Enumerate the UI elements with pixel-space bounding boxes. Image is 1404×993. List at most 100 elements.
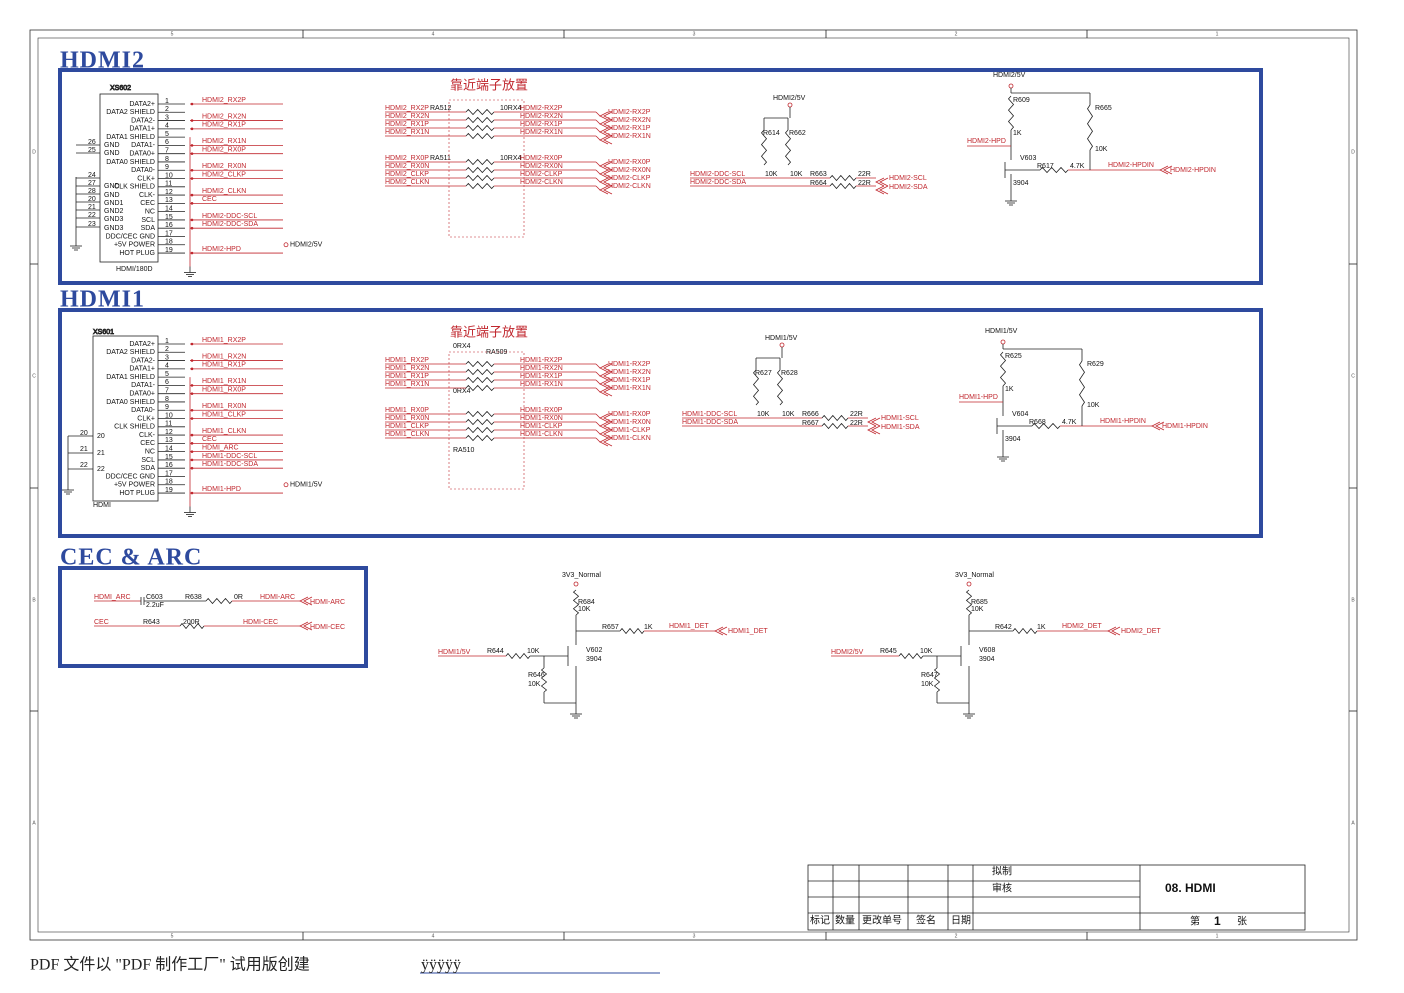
label: HDMI-ARC	[310, 599, 345, 606]
label: 4.7K	[1062, 419, 1077, 426]
port-arrow	[599, 119, 613, 129]
label: HDMI1-RX0P	[608, 411, 651, 418]
label: 16	[165, 462, 173, 469]
label: RA509	[486, 349, 508, 356]
label: HDMI1-DDC-SDA	[682, 419, 738, 426]
label: HDMI1_DET	[728, 628, 768, 635]
label: 张	[1237, 916, 1247, 928]
label: HDMI1_RX1P	[202, 362, 246, 369]
junction	[190, 168, 194, 172]
label: 10K	[782, 411, 795, 418]
label: CLK-	[139, 432, 156, 439]
label: DATA1 SHIELD	[106, 374, 155, 381]
label: HDMI-ARC	[260, 594, 295, 601]
label: 22R	[858, 180, 871, 187]
keepout	[448, 99, 525, 238]
label: R642	[995, 624, 1012, 631]
label: 13	[165, 437, 173, 444]
resistor	[505, 652, 531, 660]
label: DATA1+	[129, 126, 155, 133]
label: D	[1351, 149, 1355, 155]
label: HDMI1-CLKN	[608, 435, 651, 442]
label: 10K	[790, 171, 803, 178]
label: HDMI2-HPDIN	[1108, 162, 1154, 169]
label: 第	[1190, 915, 1200, 928]
port-arrow	[599, 177, 613, 187]
label: 4.7K	[1070, 163, 1085, 170]
footer-link[interactable]: ÿÿÿÿÿ	[421, 957, 461, 974]
label: DATA1 SHIELD	[106, 134, 155, 141]
label: DATA2-	[131, 357, 156, 364]
port-arrow	[599, 437, 613, 447]
label: HDMI1-RX1P	[520, 373, 563, 380]
label: 3904	[1005, 436, 1021, 443]
label: 3904	[979, 656, 995, 663]
resistor	[760, 129, 768, 166]
label: XS602	[110, 85, 131, 92]
label: R629	[1087, 361, 1104, 368]
label: 3904	[1013, 180, 1029, 187]
section-title: HDMI1	[60, 287, 145, 313]
junction	[190, 119, 194, 122]
label: 10K	[1087, 402, 1100, 409]
label: PDF 文件以 "PDF 制作工厂" 试用版创建	[30, 956, 310, 974]
label: 3	[165, 114, 169, 121]
label: 25	[88, 147, 96, 154]
label: 18	[165, 239, 173, 246]
label: HDMI2_RX0P	[202, 147, 246, 154]
label: 1K	[1037, 624, 1046, 631]
label: R617	[1037, 163, 1054, 170]
cec-box	[58, 566, 368, 668]
label: 10K	[757, 411, 770, 418]
resistor	[465, 434, 495, 442]
label: HDMI	[93, 502, 111, 509]
label: HDMI2-CLKP	[520, 171, 563, 178]
label: HDMI2_CLKN	[202, 188, 246, 195]
label: HDMI2_RX1P	[385, 121, 429, 128]
label: 12	[165, 189, 173, 196]
label: DATA1+	[129, 366, 155, 373]
label: 10K	[971, 606, 984, 613]
resistor	[1007, 95, 1015, 131]
junction	[190, 408, 194, 412]
label: 8	[165, 156, 169, 163]
label: 4	[432, 31, 435, 37]
label: R657	[602, 624, 619, 631]
label: HDMI2_DET	[1121, 628, 1161, 635]
label: HDMI1-RX0P	[520, 407, 563, 414]
label: CEC	[202, 436, 217, 443]
label: HDMI1-RX2P	[520, 357, 563, 364]
label: 21	[88, 204, 96, 211]
label: HDMI1_CLKP	[202, 411, 246, 418]
label: HDMI1-HPDIN	[1162, 423, 1208, 430]
label: DATA2 SHIELD	[106, 109, 155, 116]
label: 靠近端子放置	[450, 324, 528, 339]
label: HDMI2_RX1N	[385, 129, 429, 136]
wire	[595, 437, 601, 443]
label: HDMI1-SCL	[881, 415, 919, 422]
label: 0RX4	[453, 388, 471, 395]
resistor	[1031, 422, 1061, 430]
section-title: HDMI2	[60, 48, 145, 74]
port-arrow	[875, 177, 889, 187]
junction	[190, 442, 194, 445]
title-block	[807, 864, 1306, 931]
resistor	[205, 597, 233, 605]
label: A	[1351, 820, 1355, 826]
label: 11	[165, 181, 172, 188]
label: 10K	[1095, 146, 1108, 153]
junction	[190, 433, 194, 437]
power-pin	[1008, 83, 1014, 89]
resistor	[572, 589, 580, 616]
label: 日期	[951, 915, 971, 927]
port-arrow	[599, 387, 613, 397]
label: 1	[1214, 914, 1221, 928]
resistor	[999, 351, 1007, 387]
label: HDMI1/5V	[985, 328, 1018, 335]
junction	[190, 466, 194, 470]
label: 21	[80, 446, 88, 453]
label: HDMI1_CLKN	[385, 431, 429, 438]
label: +5V POWER	[114, 482, 155, 489]
label: GND3	[104, 216, 124, 223]
